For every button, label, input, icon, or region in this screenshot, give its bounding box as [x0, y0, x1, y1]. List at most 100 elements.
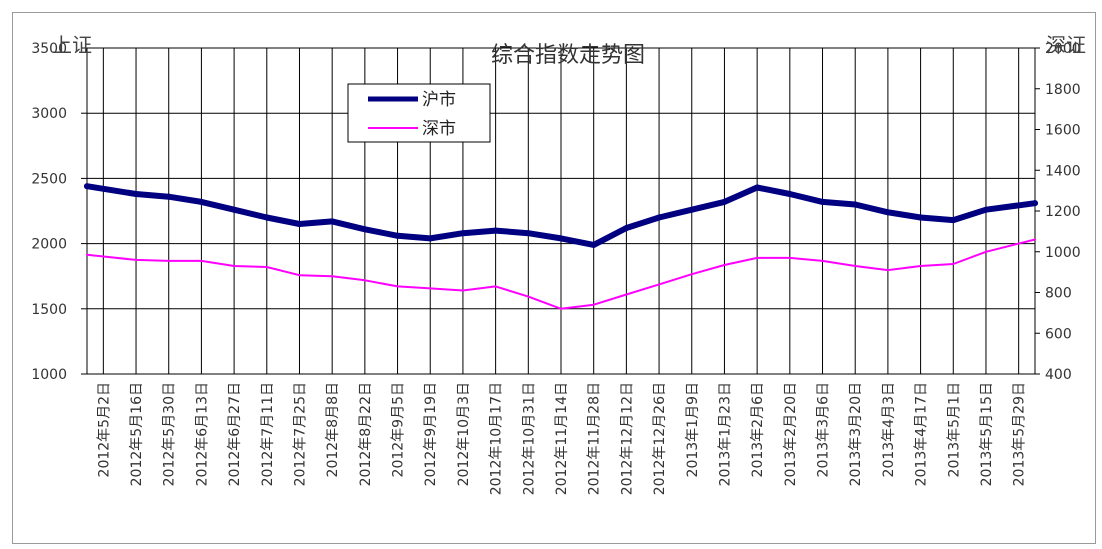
x-tick-label: 2013年3月20日 — [848, 382, 864, 486]
x-tick-label: 2012年11月14日 — [554, 382, 570, 495]
x-tick-label: 2012年5月16日 — [129, 382, 145, 486]
data-point-series-0 — [590, 241, 597, 248]
data-point-series-0 — [296, 221, 303, 228]
x-tick-label: 2012年10月17日 — [489, 382, 505, 495]
data-point-series-0 — [361, 226, 368, 233]
data-point-series-1 — [200, 259, 203, 262]
data-point-series-1 — [331, 275, 334, 278]
data-point-series-1 — [723, 263, 726, 266]
right-tick-label: 400 — [1045, 367, 1072, 383]
data-point-series-0 — [754, 184, 761, 191]
data-point-series-0 — [459, 230, 466, 237]
data-point-series-1 — [363, 279, 366, 282]
data-point-series-0 — [558, 235, 564, 242]
data-point-series-1 — [1034, 238, 1036, 241]
x-tick-label: 2013年4月17日 — [914, 382, 930, 486]
data-point-series-0 — [525, 230, 532, 237]
data-point-series-0 — [623, 224, 630, 231]
data-point-series-1 — [86, 253, 88, 256]
x-tick-label: 2013年5月1日 — [946, 382, 962, 477]
data-point-series-0 — [884, 209, 891, 216]
data-point-series-1 — [854, 265, 857, 268]
x-tick-label: 2012年12月12日 — [619, 382, 635, 495]
legend-label-shanghai: 沪市 — [422, 90, 456, 110]
right-tick-label: 1600 — [1045, 123, 1081, 139]
axes: 1000 1500 2000 2500 3000 3500 400 600 800 1000 120… — [31, 41, 1080, 495]
data-point-series-1 — [984, 250, 987, 253]
x-tick-label: 2012年12月26日 — [652, 382, 668, 495]
x-tick-label: 2012年10月3日 — [456, 382, 472, 486]
right-tick-label: 1800 — [1045, 82, 1081, 98]
data-point-series-1 — [135, 258, 138, 261]
right-tick-label: 600 — [1045, 326, 1072, 342]
data-point-series-0 — [231, 206, 238, 213]
data-point-series-1 — [429, 287, 432, 290]
data-point-series-0 — [656, 214, 663, 221]
x-tick-label: 2013年1月9日 — [685, 382, 701, 477]
data-point-series-0 — [263, 214, 270, 221]
data-point-series-0 — [852, 201, 859, 208]
data-point-series-0 — [819, 198, 826, 205]
x-tick-label: 2012年9月19日 — [423, 382, 439, 486]
x-tick-label: 2012年6月13日 — [194, 382, 210, 486]
x-tick-label: 2012年5月30日 — [162, 382, 178, 486]
data-point-series-1 — [952, 262, 955, 265]
x-tick-label: 2013年2月6日 — [750, 382, 766, 477]
data-point-series-1 — [592, 303, 595, 306]
data-point-series-1 — [919, 265, 922, 268]
data-point-series-0 — [786, 191, 793, 198]
data-point-series-1 — [494, 285, 497, 288]
data-point-series-1 — [560, 307, 562, 310]
data-point-series-0 — [394, 232, 401, 239]
data-point-series-1 — [625, 293, 628, 296]
left-axis-title: 上证 — [52, 33, 92, 57]
data-point-series-0 — [688, 206, 695, 213]
right-tick-label: 2000 — [1045, 41, 1081, 57]
data-point-series-1 — [658, 283, 661, 286]
data-point-series-1 — [690, 273, 693, 276]
data-point-series-0 — [917, 214, 924, 221]
x-tick-label: 2012年8月22日 — [358, 382, 374, 486]
right-tick-label: 1400 — [1045, 163, 1081, 179]
data-point-series-1 — [461, 289, 464, 292]
legend: 沪市 深市 — [347, 83, 491, 143]
x-tick-label: 2012年7月25日 — [292, 382, 308, 486]
right-tick-label: 1000 — [1045, 245, 1081, 261]
data-point-series-0 — [427, 235, 434, 242]
x-tick-label: 2012年8月8日 — [325, 382, 341, 477]
series-lines — [84, 183, 1038, 310]
data-point-series-0 — [982, 206, 989, 213]
x-tick-label: 2012年9月5日 — [391, 382, 407, 477]
data-point-series-0 — [198, 198, 205, 205]
x-tick-label: 2012年7月11日 — [260, 382, 276, 486]
right-tick-label: 1200 — [1045, 204, 1081, 220]
x-tick-label: 2013年1月23日 — [717, 382, 733, 486]
data-point-series-0 — [133, 191, 140, 198]
x-tick-label: 2013年5月15日 — [979, 382, 995, 486]
data-point-series-1 — [788, 256, 791, 259]
data-point-series-1 — [886, 269, 889, 272]
x-tick-label: 2012年10月31日 — [521, 382, 537, 495]
data-point-series-0 — [721, 198, 728, 205]
x-tick-label: 2013年3月6日 — [816, 382, 832, 477]
x-tick-label: 2012年5月2日 — [96, 382, 112, 477]
legend-box — [347, 83, 491, 143]
data-point-series-0 — [950, 217, 957, 224]
data-point-series-1 — [298, 274, 301, 277]
data-point-series-1 — [527, 295, 530, 298]
left-tick-label: 1000 — [31, 367, 67, 383]
x-tick-label: 2012年6月27日 — [227, 382, 243, 486]
left-tick-label: 2000 — [31, 237, 67, 253]
left-tick-label: 2500 — [31, 171, 67, 187]
data-point-series-1 — [396, 285, 399, 288]
data-point-series-1 — [265, 266, 268, 269]
left-tick-label: 3500 — [31, 41, 67, 57]
legend-label-shenzhen: 深市 — [422, 119, 456, 139]
x-tick-label: 2013年5月29日 — [1012, 382, 1028, 486]
data-point-series-0 — [165, 193, 172, 200]
data-point-series-0 — [329, 218, 336, 225]
right-axis-title: 深证 — [1046, 33, 1086, 57]
left-tick-label: 3000 — [31, 106, 67, 122]
data-point-series-0 — [84, 183, 90, 190]
